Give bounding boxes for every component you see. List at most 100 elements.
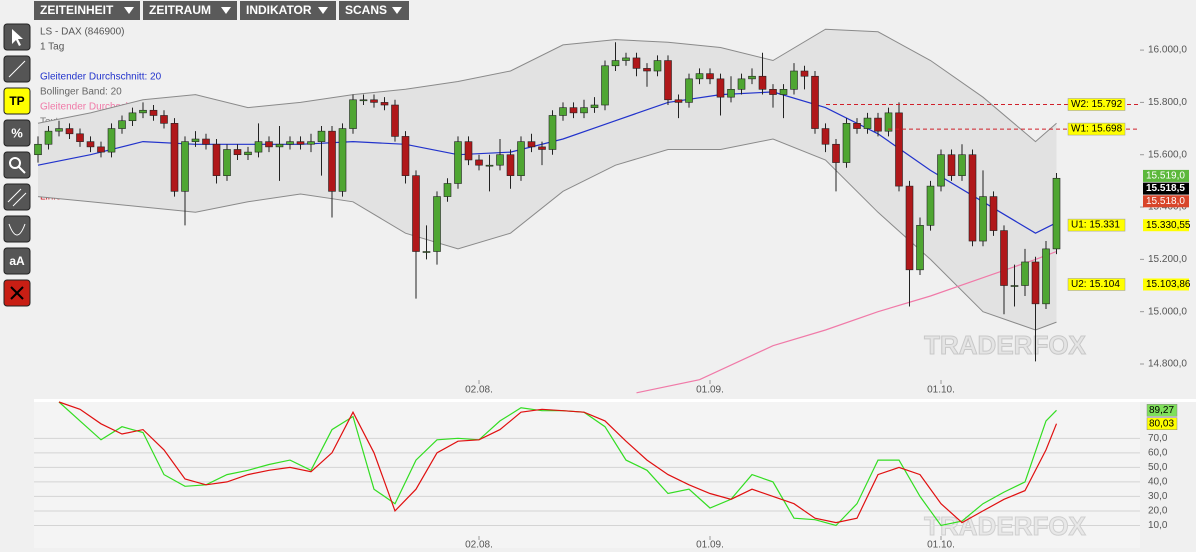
y-tick-label: 70,0 bbox=[1148, 433, 1168, 444]
candle-body bbox=[244, 151, 252, 156]
candle-body bbox=[601, 65, 609, 106]
candle-body bbox=[370, 99, 378, 103]
candle-body bbox=[149, 109, 158, 116]
candle-body bbox=[779, 89, 788, 95]
level-box bbox=[1067, 98, 1126, 111]
icon bbox=[9, 157, 21, 169]
tool-tp[interactable] bbox=[3, 87, 31, 115]
candle-body bbox=[979, 196, 987, 242]
candle-body bbox=[65, 128, 74, 135]
price-label: 15.330,55 bbox=[1146, 220, 1191, 231]
y-tick-label: 15.800,0 bbox=[1148, 97, 1187, 108]
candle-body bbox=[233, 149, 242, 156]
menu-arrow[interactable] bbox=[221, 7, 231, 14]
menu-button[interactable] bbox=[339, 1, 409, 20]
menu-label[interactable]: ZEITEINHEIT bbox=[40, 3, 114, 17]
menu-arrow[interactable] bbox=[318, 7, 328, 14]
tool-channel[interactable] bbox=[3, 183, 31, 211]
x-tick-label: 02.08. bbox=[465, 385, 493, 396]
candle-body bbox=[412, 175, 420, 252]
candle-body bbox=[212, 143, 221, 176]
candle-body bbox=[139, 109, 147, 114]
candle-body bbox=[128, 112, 137, 122]
candle-body bbox=[349, 99, 357, 129]
tool-label[interactable]: % bbox=[11, 125, 23, 140]
candle-body bbox=[359, 99, 368, 102]
candle-body bbox=[580, 107, 588, 114]
tool-curve[interactable] bbox=[3, 215, 31, 243]
menu-button[interactable] bbox=[143, 1, 237, 20]
candle-body bbox=[464, 141, 473, 161]
candle-body bbox=[307, 141, 315, 145]
candle-body bbox=[202, 138, 210, 145]
candle-body bbox=[170, 123, 179, 192]
band-upper bbox=[37, 28, 1057, 143]
indicator-panel bbox=[34, 402, 1140, 548]
candle-body bbox=[643, 68, 651, 72]
candle-body bbox=[832, 143, 840, 163]
menu-button[interactable] bbox=[240, 1, 336, 20]
candle-body bbox=[548, 115, 557, 150]
candle-body bbox=[947, 154, 956, 176]
candle-body bbox=[338, 128, 347, 192]
candle-body bbox=[76, 133, 84, 142]
tool-label[interactable]: aA bbox=[9, 254, 25, 268]
panel-separator bbox=[34, 399, 1196, 402]
level-box bbox=[1067, 122, 1126, 136]
candle-body bbox=[317, 130, 326, 142]
menu-button[interactable] bbox=[34, 1, 140, 20]
level-box bbox=[1067, 218, 1126, 232]
candle-body bbox=[1000, 230, 1008, 286]
toolbar: TP % aA bbox=[3, 23, 31, 307]
y-tick-label: 15.200,0 bbox=[1148, 254, 1187, 265]
value-label: 89,27 bbox=[1149, 405, 1174, 416]
candle-body bbox=[674, 99, 683, 103]
icon bbox=[10, 286, 24, 300]
candle-body bbox=[737, 78, 746, 90]
candle-body bbox=[118, 120, 126, 129]
menu-label[interactable]: INDIKATOR bbox=[246, 3, 312, 17]
icon bbox=[12, 192, 27, 207]
candle-body bbox=[265, 141, 273, 148]
candle-body bbox=[958, 154, 966, 176]
candle-body bbox=[506, 154, 515, 176]
candle-body bbox=[1021, 261, 1029, 286]
tool-text[interactable] bbox=[3, 247, 31, 275]
icon bbox=[7, 188, 22, 203]
candle-body bbox=[758, 75, 767, 90]
candle-body bbox=[790, 70, 798, 90]
candle-body bbox=[422, 251, 431, 253]
tool-percent[interactable] bbox=[3, 119, 31, 147]
menu-arrow[interactable] bbox=[392, 7, 402, 14]
candle-body bbox=[223, 149, 231, 176]
candle-body bbox=[569, 107, 578, 114]
candle-body bbox=[622, 57, 630, 61]
candle-body bbox=[611, 60, 620, 67]
price-label: 15.519,0 bbox=[1146, 171, 1185, 182]
menu-label[interactable]: ZEITRAUM bbox=[149, 3, 211, 17]
tool-label[interactable]: TP bbox=[9, 94, 24, 108]
menu-bar: ZEITEINHEIT ZEITRAUM INDIKATOR SCANS bbox=[34, 1, 409, 20]
level-label: U1: 15.331 bbox=[1071, 220, 1120, 231]
candle-body bbox=[296, 141, 305, 145]
candle-body bbox=[44, 130, 53, 145]
menu-label[interactable]: SCANS bbox=[345, 3, 387, 17]
legend-entry: Gleitender Durchschnitt: 200 bbox=[40, 102, 167, 113]
menu-arrow[interactable] bbox=[124, 7, 134, 14]
price-box bbox=[1143, 278, 1189, 291]
candle-body bbox=[632, 57, 641, 69]
candle-body bbox=[1010, 285, 1019, 287]
candle-body bbox=[716, 78, 725, 98]
candle-body bbox=[1052, 177, 1061, 250]
candle-body bbox=[485, 164, 494, 167]
legend-entry: Bollinger Band: 20 bbox=[40, 87, 122, 98]
candle-body bbox=[842, 123, 851, 163]
tool-zoom[interactable] bbox=[3, 151, 31, 179]
level-label: W2: 15.792 bbox=[1071, 99, 1123, 110]
candle-body bbox=[1042, 248, 1050, 305]
candle-body bbox=[475, 159, 483, 166]
candle-body bbox=[863, 117, 872, 129]
candle-body bbox=[895, 112, 903, 187]
